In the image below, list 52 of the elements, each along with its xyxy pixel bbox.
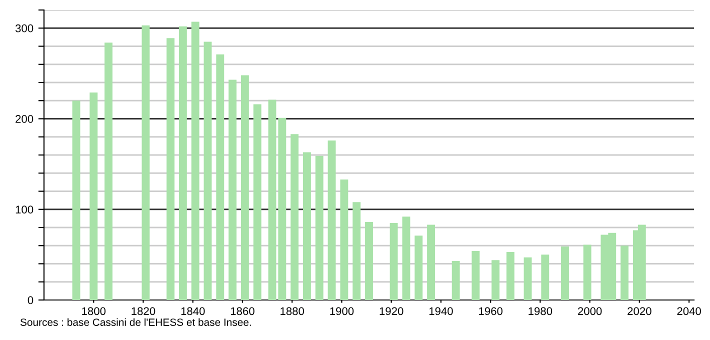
x-tick-label: 1980 (528, 307, 552, 316)
bar (228, 80, 237, 300)
x-tick-label: 2040 (677, 307, 701, 316)
bar (352, 202, 361, 300)
bar (583, 244, 592, 300)
bar (492, 260, 500, 300)
x-tick-label: 2000 (578, 307, 602, 316)
bar (561, 246, 569, 300)
y-tick-label: 200 (16, 115, 34, 123)
bar (166, 38, 174, 300)
bar (427, 224, 435, 300)
bar (90, 92, 98, 300)
bar (268, 100, 276, 300)
bar (104, 42, 112, 300)
x-tick-label: 1880 (280, 307, 304, 316)
x-tick-label: 1800 (82, 307, 106, 316)
source-note: Sources : base Cassini de l'EHESS et base Insee. (20, 318, 251, 326)
bar (524, 257, 532, 300)
bar (620, 246, 629, 300)
bar (506, 252, 514, 300)
bar (278, 118, 286, 300)
bar (204, 42, 212, 300)
bar (414, 236, 423, 300)
bar (178, 26, 187, 300)
y-tick-label: 100 (16, 206, 34, 214)
bar (253, 104, 262, 300)
y-tick-label: 300 (15, 24, 34, 32)
bar (452, 261, 460, 300)
bar (142, 25, 150, 300)
x-tick-label: 1860 (230, 307, 254, 316)
bar (402, 216, 410, 300)
x-tick-label: 1820 (132, 307, 156, 316)
x-tick-label: 2020 (628, 307, 652, 316)
x-tick-label: 1960 (479, 307, 502, 316)
bar (72, 100, 80, 300)
bar (390, 222, 398, 300)
bar (472, 251, 480, 300)
x-tick-label: 1900 (330, 307, 354, 316)
y-tick-label: 0 (28, 296, 34, 304)
bar (240, 75, 249, 300)
bar (340, 179, 348, 300)
bar (328, 140, 336, 300)
bar (541, 254, 550, 300)
x-tick-label: 1840 (181, 307, 205, 316)
bar (365, 222, 373, 300)
x-tick-label: 1920 (380, 307, 404, 316)
x-tick-label: 1940 (429, 307, 453, 316)
bar (303, 152, 311, 300)
bar (315, 156, 324, 300)
bar (216, 54, 224, 300)
bar (191, 22, 200, 300)
bar (290, 134, 299, 300)
